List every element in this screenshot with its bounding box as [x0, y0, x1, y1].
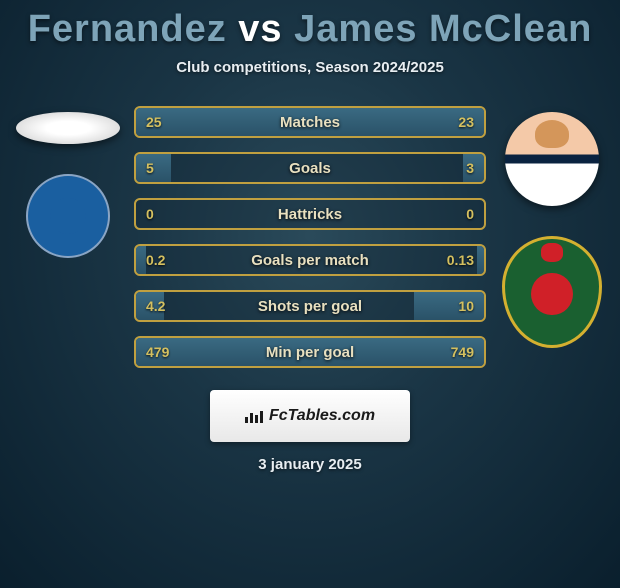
stat-row: 0.2 Goals per match 0.13 — [134, 244, 486, 276]
player2-club-logo — [502, 236, 602, 348]
stat-label: Goals per match — [251, 252, 369, 269]
stat-value-left: 25 — [146, 114, 162, 130]
stat-fill-left — [136, 246, 146, 274]
stat-label: Goals — [289, 160, 331, 177]
stat-value-left: 0 — [146, 206, 154, 222]
chart-icon — [245, 409, 263, 423]
stat-row: 0 Hattricks 0 — [134, 198, 486, 230]
comparison-title: Fernandez vs James McClean — [0, 8, 620, 51]
content-area: 25 Matches 23 5 Goals 3 0 Hattricks 0 0.2 Goals pe… — [0, 106, 620, 368]
stat-value-left: 0.2 — [146, 252, 165, 268]
stat-label: Min per goal — [266, 344, 354, 361]
stat-row: 5 Goals 3 — [134, 152, 486, 184]
stat-value-left: 479 — [146, 344, 169, 360]
stat-value-right: 3 — [466, 160, 474, 176]
stat-value-right: 10 — [458, 298, 474, 314]
player1-photo — [16, 112, 120, 144]
footer-badge: FcTables.com — [210, 390, 410, 442]
stats-table: 25 Matches 23 5 Goals 3 0 Hattricks 0 0.2 Goals pe… — [128, 106, 492, 368]
player2-photo — [505, 112, 599, 206]
stat-value-right: 749 — [451, 344, 474, 360]
stat-fill-right — [477, 246, 484, 274]
footer-site: FcTables.com — [269, 407, 375, 425]
vs-text: vs — [238, 8, 282, 50]
stat-value-left: 4.2 — [146, 298, 165, 314]
stat-label: Shots per goal — [258, 298, 362, 315]
left-side — [8, 106, 128, 368]
stat-value-right: 0.13 — [447, 252, 474, 268]
stat-row: 4.2 Shots per goal 10 — [134, 290, 486, 322]
player1-club-logo — [26, 174, 110, 258]
player1-name: Fernandez — [28, 8, 227, 50]
player2-name: James McClean — [294, 8, 592, 50]
stat-value-right: 0 — [466, 206, 474, 222]
subtitle: Club competitions, Season 2024/2025 — [0, 59, 620, 76]
stat-label: Matches — [280, 114, 340, 131]
stat-row: 479 Min per goal 749 — [134, 336, 486, 368]
stat-row: 25 Matches 23 — [134, 106, 486, 138]
right-side — [492, 106, 612, 368]
stat-label: Hattricks — [278, 206, 342, 223]
stat-value-right: 23 — [458, 114, 474, 130]
date-text: 3 january 2025 — [0, 456, 620, 473]
stat-value-left: 5 — [146, 160, 154, 176]
